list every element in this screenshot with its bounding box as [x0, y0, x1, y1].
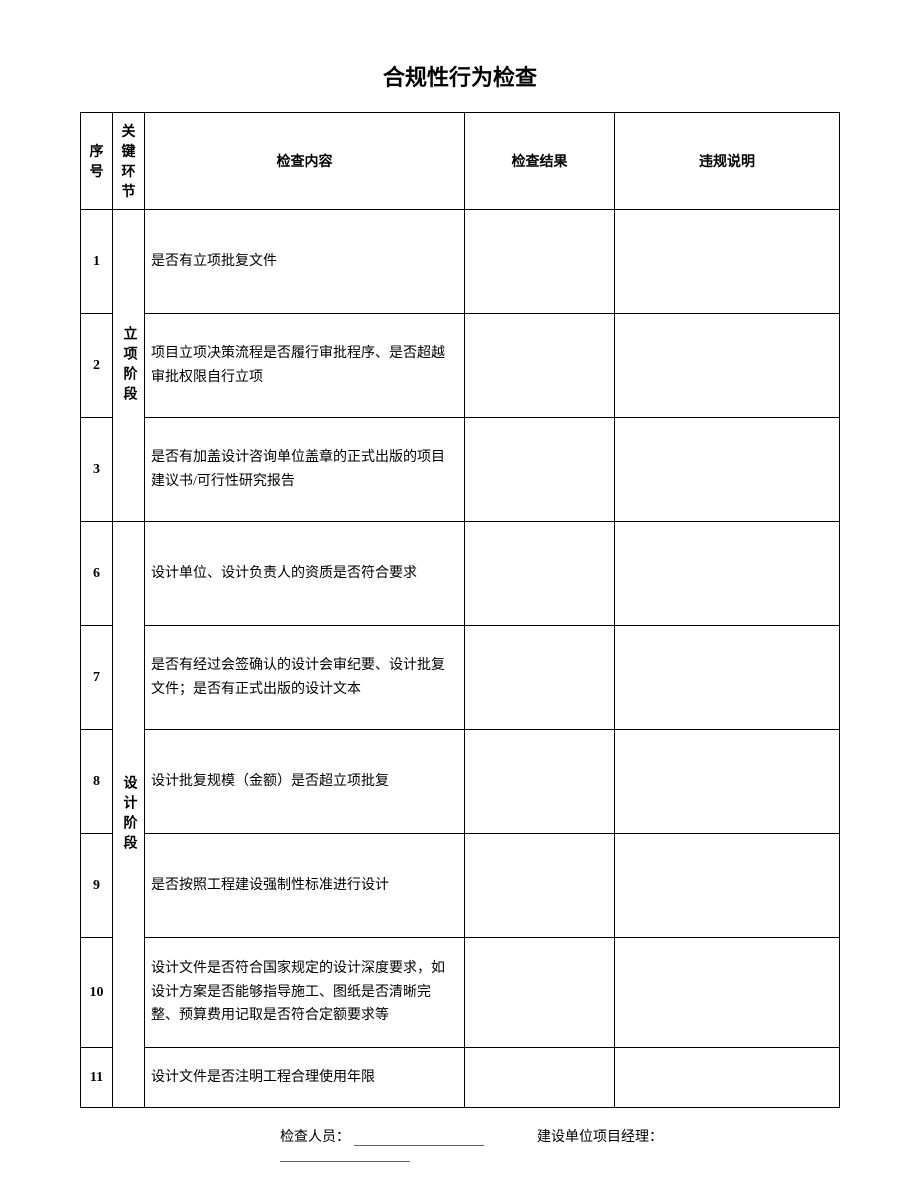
- footer-signatures: 检查人员： 建设单位项目经理：: [80, 1126, 840, 1162]
- table-row: 1 立项阶段 是否有立项批复文件: [81, 210, 840, 314]
- cell-seq: 11: [81, 1048, 113, 1108]
- cell-content: 是否有立项批复文件: [145, 210, 465, 314]
- cell-desc: [615, 1048, 840, 1108]
- inspector-line: [354, 1145, 484, 1146]
- cell-desc: [615, 834, 840, 938]
- cell-desc: [615, 522, 840, 626]
- cell-content: 是否有经过会签确认的设计会审纪要、设计批复文件；是否有正式出版的设计文本: [145, 626, 465, 730]
- compliance-checklist-table: 序号 关键环节 检查内容 检查结果 违规说明 1 立项阶段 是否有立项批复文件 …: [80, 112, 840, 1108]
- header-desc: 违规说明: [615, 113, 840, 210]
- inspector-label: 检查人员：: [280, 1126, 350, 1146]
- cell-content: 设计单位、设计负责人的资质是否符合要求: [145, 522, 465, 626]
- cell-content: 项目立项决策流程是否履行审批程序、是否超越审批权限自行立项: [145, 314, 465, 418]
- cell-desc: [615, 210, 840, 314]
- cell-stage-2: 设计阶段: [113, 522, 145, 1108]
- cell-seq: 10: [81, 938, 113, 1048]
- manager-label: 建设单位项目经理：: [537, 1126, 663, 1146]
- table-row: 7 是否有经过会签确认的设计会审纪要、设计批复文件；是否有正式出版的设计文本: [81, 626, 840, 730]
- table-row: 9 是否按照工程建设强制性标准进行设计: [81, 834, 840, 938]
- cell-result: [465, 522, 615, 626]
- table-row: 3 是否有加盖设计咨询单位盖章的正式出版的项目建议书/可行性研究报告: [81, 418, 840, 522]
- cell-result: [465, 314, 615, 418]
- cell-seq: 8: [81, 730, 113, 834]
- cell-content: 是否按照工程建设强制性标准进行设计: [145, 834, 465, 938]
- header-seq: 序号: [81, 113, 113, 210]
- cell-result: [465, 210, 615, 314]
- cell-content: 设计文件是否注明工程合理使用年限: [145, 1048, 465, 1108]
- cell-desc: [615, 626, 840, 730]
- cell-content: 设计文件是否符合国家规定的设计深度要求，如设计方案是否能够指导施工、图纸是否清晰…: [145, 938, 465, 1048]
- cell-desc: [615, 730, 840, 834]
- page-title: 合规性行为检查: [80, 60, 840, 92]
- cell-seq: 3: [81, 418, 113, 522]
- cell-result: [465, 730, 615, 834]
- table-row: 6 设计阶段 设计单位、设计负责人的资质是否符合要求: [81, 522, 840, 626]
- cell-result: [465, 834, 615, 938]
- table-header-row: 序号 关键环节 检查内容 检查结果 违规说明: [81, 113, 840, 210]
- manager-line: [280, 1161, 410, 1162]
- header-content: 检查内容: [145, 113, 465, 210]
- cell-content: 是否有加盖设计咨询单位盖章的正式出版的项目建议书/可行性研究报告: [145, 418, 465, 522]
- table-row: 2 项目立项决策流程是否履行审批程序、是否超越审批权限自行立项: [81, 314, 840, 418]
- cell-desc: [615, 938, 840, 1048]
- cell-result: [465, 938, 615, 1048]
- cell-desc: [615, 314, 840, 418]
- cell-seq: 7: [81, 626, 113, 730]
- cell-seq: 2: [81, 314, 113, 418]
- header-stage: 关键环节: [113, 113, 145, 210]
- cell-result: [465, 418, 615, 522]
- cell-content: 设计批复规模（金额）是否超立项批复: [145, 730, 465, 834]
- cell-result: [465, 1048, 615, 1108]
- cell-desc: [615, 418, 840, 522]
- table-row: 8 设计批复规模（金额）是否超立项批复: [81, 730, 840, 834]
- cell-result: [465, 626, 615, 730]
- table-row: 11 设计文件是否注明工程合理使用年限: [81, 1048, 840, 1108]
- header-result: 检查结果: [465, 113, 615, 210]
- cell-seq: 9: [81, 834, 113, 938]
- cell-seq: 6: [81, 522, 113, 626]
- cell-seq: 1: [81, 210, 113, 314]
- table-row: 10 设计文件是否符合国家规定的设计深度要求，如设计方案是否能够指导施工、图纸是…: [81, 938, 840, 1048]
- cell-stage-1: 立项阶段: [113, 210, 145, 522]
